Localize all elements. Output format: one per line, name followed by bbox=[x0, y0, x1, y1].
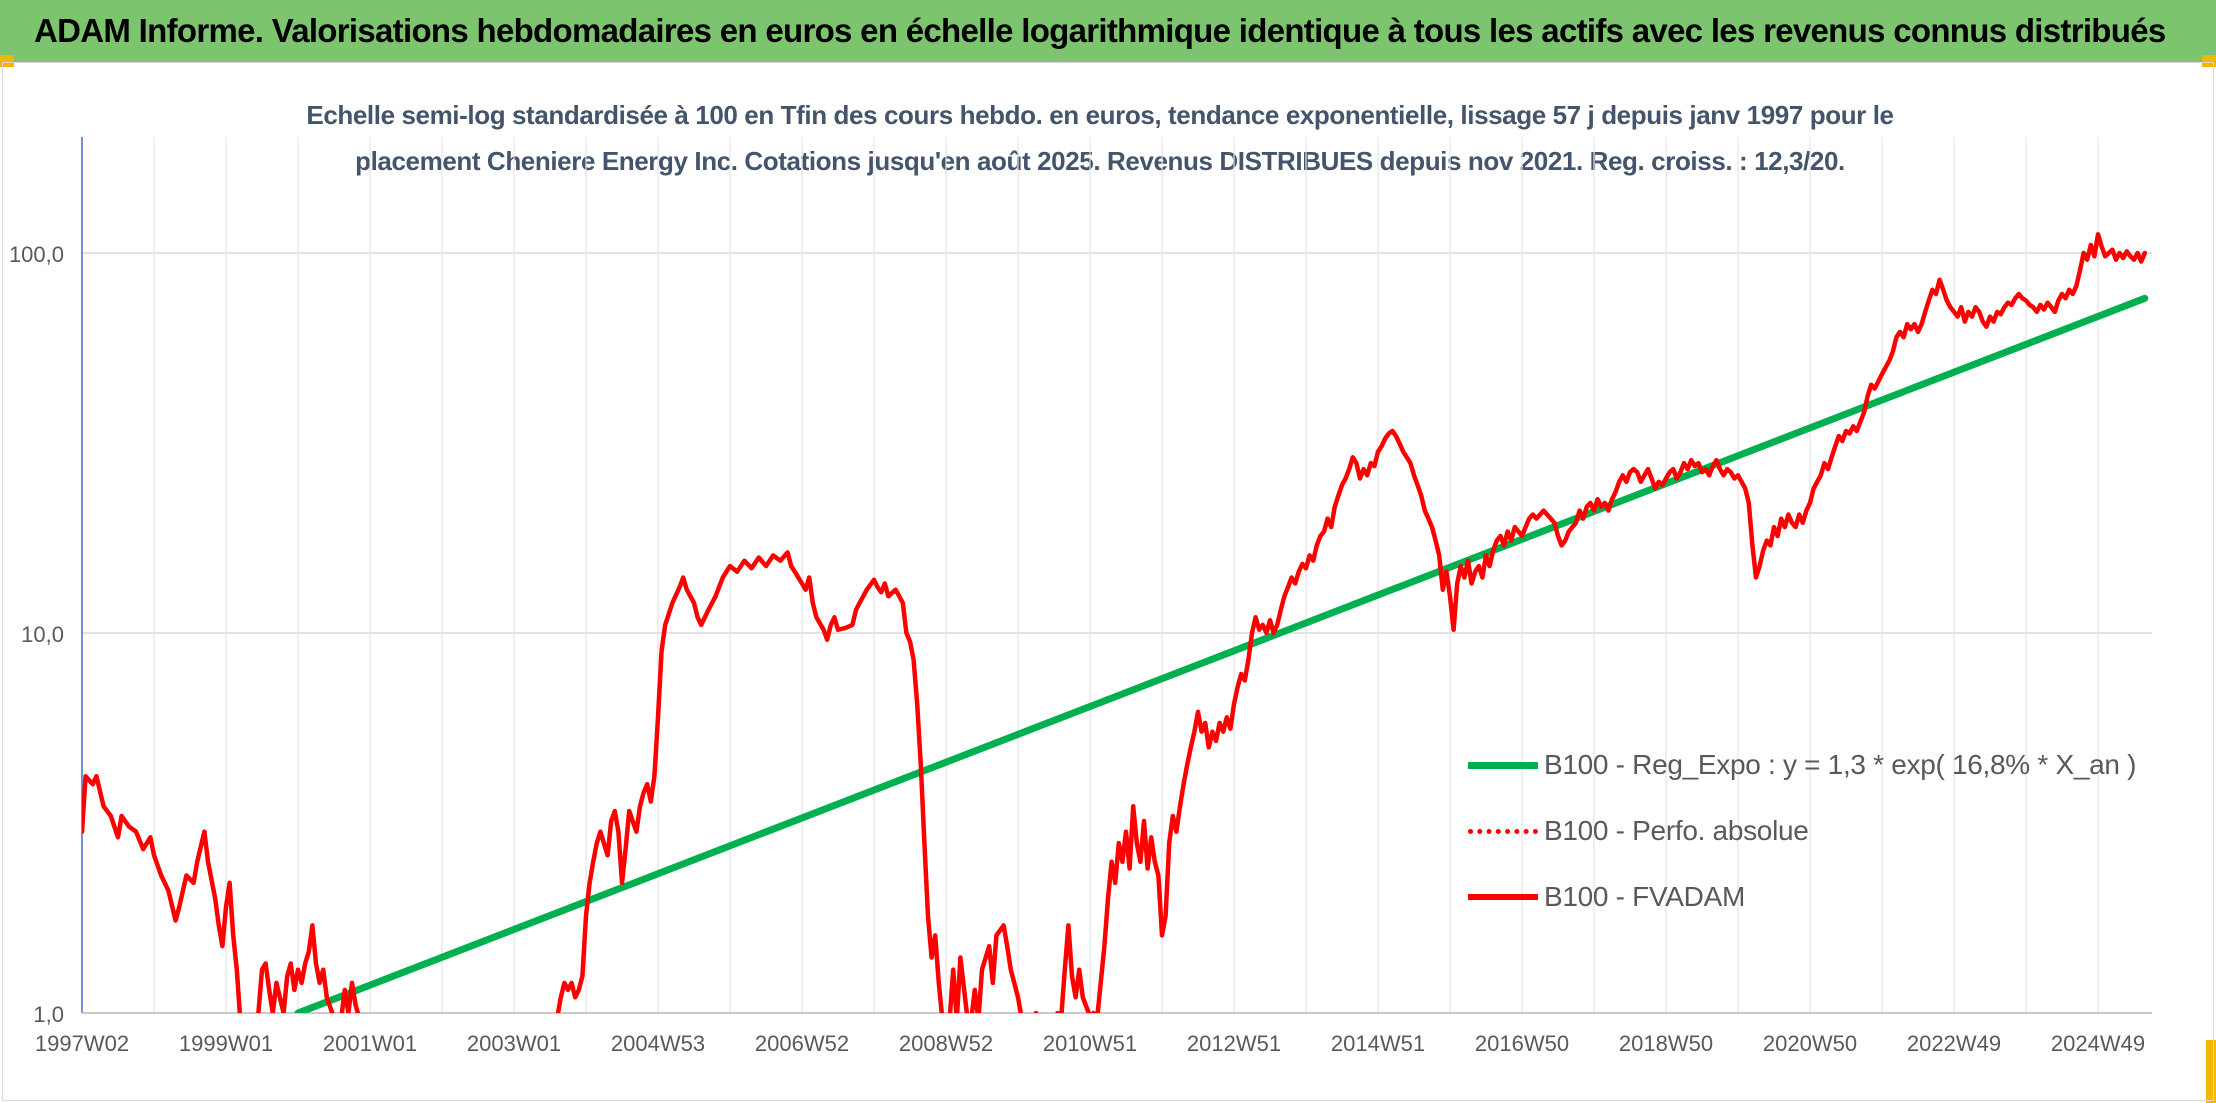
report-title: ADAM Informe. Valorisations hebdomadaire… bbox=[34, 12, 2166, 49]
x-tick-label: 2012W51 bbox=[1187, 1031, 1281, 1056]
chart-series bbox=[82, 232, 2149, 1013]
legend-swatch-fvadam bbox=[1468, 894, 1538, 900]
series-line-trend bbox=[294, 294, 2149, 1013]
y-tick-label: 100,0 bbox=[9, 242, 64, 267]
corner-accent-top-right bbox=[2202, 55, 2216, 67]
legend-swatch-trend bbox=[1468, 761, 1538, 769]
chart-axes bbox=[81, 137, 2152, 1014]
x-tick-label: 2024W49 bbox=[2051, 1031, 2145, 1056]
x-tick-label: 2014W51 bbox=[1331, 1031, 1425, 1056]
x-tick-label: 2003W01 bbox=[467, 1031, 561, 1056]
x-tick-label: 2010W51 bbox=[1043, 1031, 1137, 1056]
chart-subtitle: Echelle semi-log standardisée à 100 en T… bbox=[150, 92, 2050, 184]
series-line-fvadam bbox=[82, 232, 2148, 1013]
x-tick-label: 2016W50 bbox=[1475, 1031, 1569, 1056]
corner-accent-top-left bbox=[0, 55, 14, 67]
chart-subtitle-line2: placement Cheniere Energy Inc. Cotations… bbox=[355, 146, 1845, 176]
y-tick-label: 10,0 bbox=[21, 622, 64, 647]
report-header: ADAM Informe. Valorisations hebdomadaire… bbox=[0, 0, 2216, 62]
x-tick-label: 2004W53 bbox=[611, 1031, 705, 1056]
legend-swatch-perfo bbox=[1468, 828, 1538, 834]
x-tick-label: 2008W52 bbox=[899, 1031, 993, 1056]
legend-item-perfo: B100 - Perfo. absolue bbox=[1468, 798, 2136, 864]
x-tick-label: 2006W52 bbox=[755, 1031, 849, 1056]
y-tick-label: 1,0 bbox=[33, 1002, 64, 1027]
corner-accent-bottom-right bbox=[2206, 1040, 2216, 1103]
legend-label-trend: B100 - Reg_Expo : y = 1,3 * exp( 16,8% *… bbox=[1544, 749, 2137, 780]
chart-tick-labels: 1,0 10,0 100,0 1997W02 1999W01 2001W01 2003W01… bbox=[9, 242, 2145, 1056]
x-tick-label: 2022W49 bbox=[1907, 1031, 2001, 1056]
legend-label-fvadam: B100 - FVADAM bbox=[1544, 881, 1745, 912]
x-tick-label: 1999W01 bbox=[179, 1031, 273, 1056]
x-tick-label: 2018W50 bbox=[1619, 1031, 1713, 1056]
legend-label-perfo: B100 - Perfo. absolue bbox=[1544, 815, 1809, 846]
chart-frame bbox=[2, 62, 2214, 1101]
x-tick-label: 2001W01 bbox=[323, 1031, 417, 1056]
legend-item-trend: B100 - Reg_Expo : y = 1,3 * exp( 16,8% *… bbox=[1468, 732, 2136, 798]
chart-legend: B100 - Reg_Expo : y = 1,3 * exp( 16,8% *… bbox=[1468, 732, 2136, 930]
legend-item-fvadam: B100 - FVADAM bbox=[1468, 864, 2136, 930]
x-tick-label: 2020W50 bbox=[1763, 1031, 1857, 1056]
chart-subtitle-line1: Echelle semi-log standardisée à 100 en T… bbox=[306, 100, 1894, 130]
x-tick-label: 1997W02 bbox=[35, 1031, 129, 1056]
